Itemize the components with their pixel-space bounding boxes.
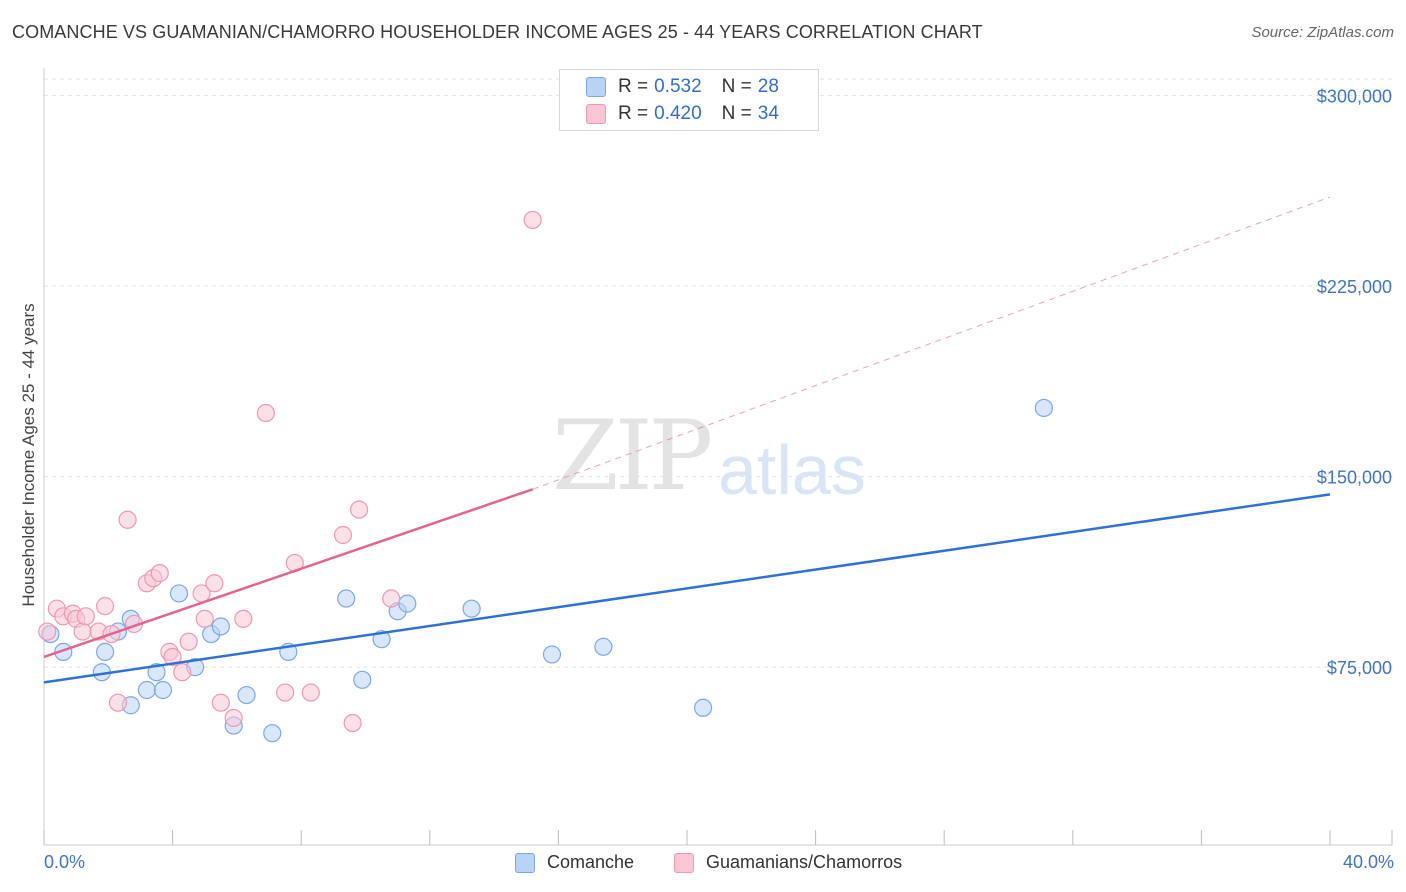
legend-item-guamanian[interactable]: Guamanians/Chamorros: [674, 852, 902, 873]
comanche-point: [1034, 398, 1053, 418]
legend-swatch-guamanian: [586, 104, 606, 124]
guamanian-point: [224, 708, 243, 728]
chart-title: COMANCHE VS GUAMANIAN/CHAMORRO HOUSEHOLD…: [12, 22, 983, 42]
comanche-point: [594, 637, 613, 656]
comanche-point: [398, 594, 417, 613]
comanche-point: [211, 617, 230, 636]
guamanian-point: [73, 622, 92, 641]
legend-swatch-guamanian: [674, 852, 694, 873]
comanche-point: [237, 685, 256, 705]
guamanian-point: [256, 403, 275, 423]
comanche-point: [693, 698, 713, 717]
guamanian-point: [382, 589, 401, 608]
y-tick-label: $150,000: [1317, 468, 1392, 488]
guamanian-trend-line: [43, 488, 534, 659]
legend-r-label: R =: [618, 103, 649, 124]
guamanian-trend-line-extension: [532, 196, 1331, 490]
guamanian-point: [333, 525, 353, 545]
comanche-point: [353, 670, 372, 689]
guamanian-point: [234, 609, 253, 628]
comanche-point: [337, 589, 356, 608]
legend-n-value: 34: [757, 103, 779, 124]
legend-r-value: 0.420: [654, 103, 702, 124]
legend-n-label: N =: [721, 103, 752, 124]
comanche-point: [462, 599, 481, 618]
guamanian-point: [163, 647, 182, 667]
guamanian-point: [301, 683, 320, 702]
correlation-legend: R = 0.532 N = 28 R = 0.420 N = 34: [559, 69, 819, 131]
comanche-point: [542, 645, 562, 664]
y-tick-label: $225,000: [1317, 277, 1392, 297]
guamanian-point: [179, 632, 198, 651]
legend-row-guamanian: R = 0.420 N = 34: [586, 103, 779, 125]
guamanian-point: [38, 622, 57, 641]
legend-n-value: 28: [757, 76, 779, 97]
x-tick-label-min: 0.0%: [44, 852, 86, 872]
guamanian-point: [523, 210, 542, 230]
comanche-point: [95, 642, 115, 661]
legend-row-comanche: R = 0.532 N = 28: [586, 76, 779, 98]
source-label: Source: ZipAtlas.com: [1251, 24, 1394, 41]
legend-r-value: 0.532: [654, 76, 702, 97]
legend-r-label: R =: [618, 76, 649, 97]
legend-swatch-comanche: [515, 852, 535, 873]
legend-label-guamanian: Guamanians/Chamorros: [706, 852, 903, 872]
y-axis-label: Householder Income Ages 25 - 44 years: [19, 303, 38, 607]
legend-item-comanche[interactable]: Comanche: [515, 852, 634, 873]
series-legend: Comanche Guamanians/Chamorros: [0, 852, 1406, 878]
comanche-trend-line: [43, 493, 1331, 684]
guamanian-point: [95, 597, 115, 616]
guamanian-point: [118, 510, 137, 529]
watermark-atlas: atlas: [718, 431, 866, 509]
legend-n-label: N =: [721, 76, 752, 97]
x-tick-label-max: 40.0%: [1342, 852, 1394, 872]
comanche-point: [153, 680, 173, 700]
legend-label-comanche: Comanche: [547, 852, 635, 872]
comanche-point: [169, 584, 189, 603]
y-tick-label: $300,000: [1317, 86, 1392, 106]
legend-swatch-comanche: [586, 77, 606, 97]
guamanian-point: [173, 663, 192, 682]
y-tick-label: $75,000: [1327, 658, 1392, 678]
guamanian-point: [349, 500, 369, 519]
guamanian-point: [211, 693, 230, 712]
guamanian-point: [276, 683, 295, 702]
comanche-point: [263, 724, 282, 743]
guamanian-point: [150, 564, 169, 583]
comanche-point: [137, 680, 156, 700]
guamanian-point: [195, 609, 214, 628]
comanche-point: [147, 663, 166, 682]
guamanian-point: [76, 607, 95, 626]
watermark-zip: ZIP: [552, 400, 713, 512]
comanche-point: [372, 630, 391, 649]
guamanian-point: [343, 713, 362, 733]
guamanian-point: [108, 693, 128, 712]
guamanian-point: [205, 574, 224, 593]
